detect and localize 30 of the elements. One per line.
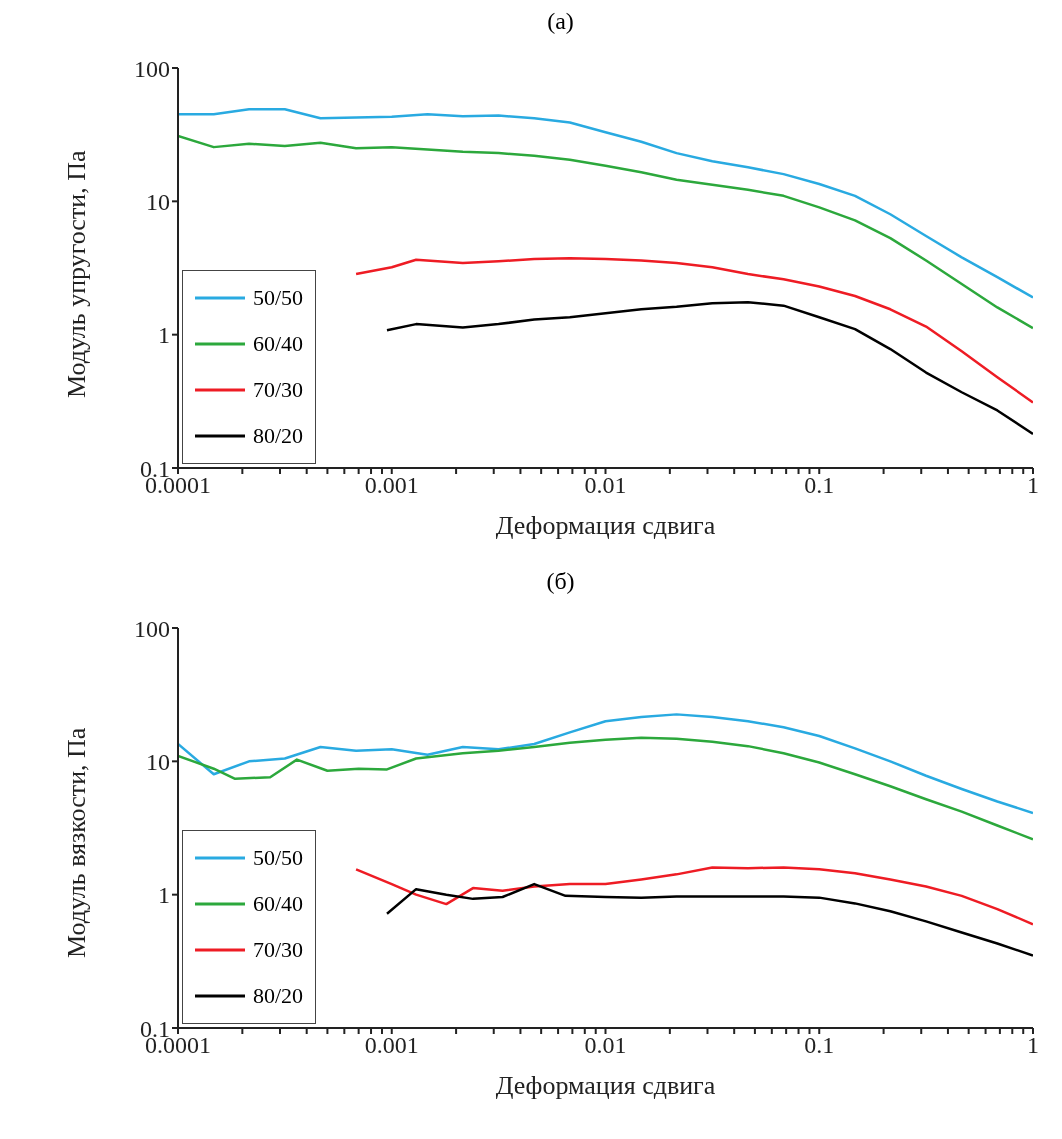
legend-label: 70/30 bbox=[253, 377, 304, 403]
legend-label: 50/50 bbox=[253, 845, 304, 871]
legend-label: 70/30 bbox=[253, 937, 304, 963]
x-axis-title: Деформация сдвига bbox=[495, 511, 716, 541]
line-series bbox=[178, 134, 1033, 330]
x-tick-label: 1 bbox=[1027, 1032, 1039, 1059]
line-series bbox=[178, 713, 1033, 815]
x-axis-title: Деформация сдвига bbox=[495, 1071, 716, 1101]
legend-label: 50/50 bbox=[253, 285, 304, 311]
y-tick-label: 1 bbox=[158, 882, 170, 909]
y-axis-title: Модуль вязкости, Па bbox=[62, 727, 92, 958]
x-tick-label: 1 bbox=[1027, 472, 1039, 499]
y-tick-label: 1 bbox=[158, 322, 170, 349]
chart-title: (б) bbox=[545, 568, 576, 596]
x-tick-label: 0.001 bbox=[364, 472, 419, 499]
x-tick-label: 0.001 bbox=[364, 1032, 419, 1059]
legend-label: 80/20 bbox=[253, 423, 304, 449]
legend-label: 80/20 bbox=[253, 983, 304, 1009]
legend-label: 60/40 bbox=[253, 331, 304, 357]
y-tick-label: 100 bbox=[134, 55, 170, 82]
legend-label: 60/40 bbox=[253, 891, 304, 917]
x-tick-label: 0.1 bbox=[804, 472, 835, 499]
x-tick-label: 0.01 bbox=[584, 472, 627, 499]
y-axis-title: Модуль упругости, Па bbox=[62, 150, 92, 398]
y-tick-label: 100 bbox=[134, 615, 170, 642]
x-tick-label: 0.01 bbox=[584, 1032, 627, 1059]
y-tick-label: 10 bbox=[146, 748, 170, 775]
x-tick-label: 0.1 bbox=[804, 1032, 835, 1059]
y-tick-label: 10 bbox=[146, 188, 170, 215]
chart-title: (a) bbox=[546, 8, 575, 36]
